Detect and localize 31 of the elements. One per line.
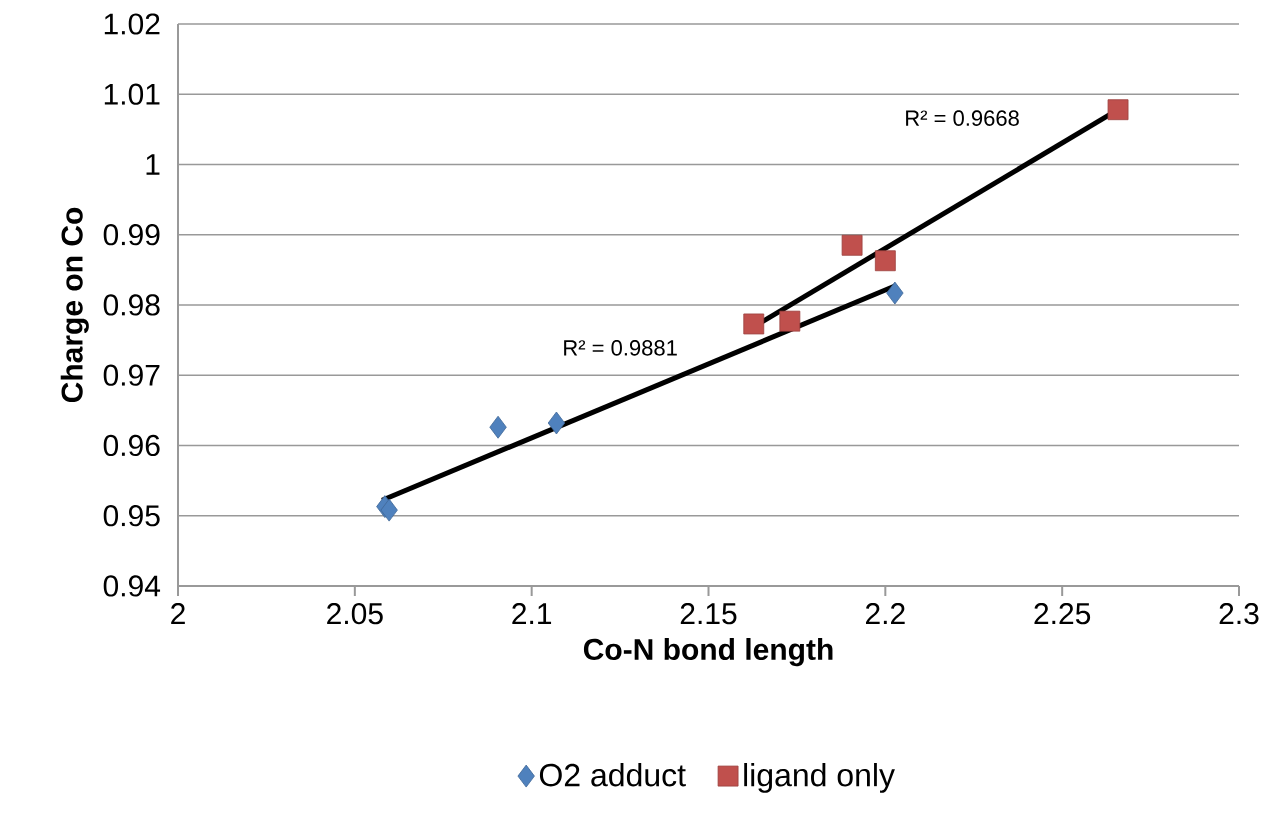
- y-tick-label: 1.01: [104, 83, 160, 105]
- x-tick-label: 2.25: [1034, 603, 1091, 625]
- y-tick-label: 0.94: [103, 575, 161, 597]
- point: [886, 281, 904, 305]
- legend-label: ligand only: [744, 762, 895, 793]
- x-tick-label: 2.15: [680, 603, 737, 625]
- y-tick-label: 0.96: [103, 434, 160, 457]
- point: [874, 250, 896, 272]
- x-tick-label: 2: [171, 603, 185, 624]
- x-tick-label: 2.05: [327, 603, 383, 625]
- point: [547, 411, 566, 435]
- x-tick-label: 2.2: [865, 603, 905, 624]
- point: [380, 498, 398, 522]
- annotation: R² = 0.9668: [906, 110, 1019, 126]
- legend-label: O2 adduct: [539, 762, 686, 787]
- y-axis-title: Charge on Co: [60, 207, 89, 403]
- y-tick-label: 1: [146, 154, 160, 175]
- y-tick-label: 0.98: [103, 294, 160, 316]
- point: [841, 234, 863, 256]
- point: [489, 415, 507, 439]
- y-tick-label: 1.02: [104, 13, 160, 35]
- y-tick-label: 0.97: [103, 364, 160, 386]
- annotation: R² = 0.9881: [564, 340, 677, 356]
- y-tick-label: 0.99: [103, 224, 160, 246]
- x-tick-label: 2.1: [512, 603, 552, 624]
- point: [779, 310, 801, 332]
- point: [1107, 99, 1129, 121]
- x-axis-title: Co-N bond length: [583, 638, 833, 667]
- point: [743, 313, 765, 335]
- y-tick-label: 0.95: [103, 505, 160, 527]
- x-tick-label: 2.3: [1219, 603, 1259, 625]
